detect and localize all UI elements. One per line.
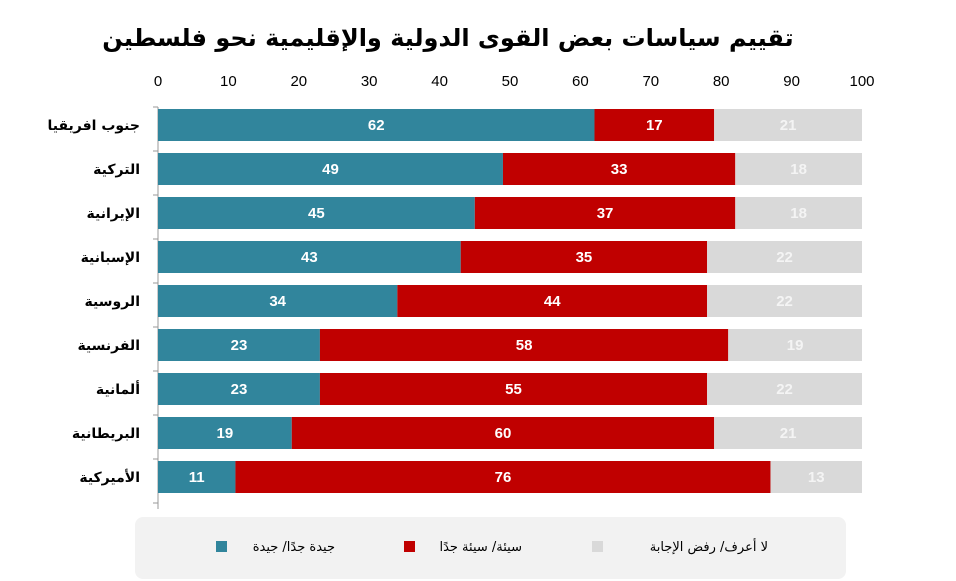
category-label: التركية <box>93 162 140 178</box>
bar-segment <box>158 329 320 361</box>
data-label: 76 <box>495 469 512 486</box>
data-label: 11 <box>189 469 205 486</box>
category-label: الأميركية <box>79 469 140 486</box>
data-label: 21 <box>780 425 797 442</box>
category-label: ألمانية <box>96 380 140 398</box>
data-label: 18 <box>790 205 807 222</box>
bar-segment <box>707 285 862 317</box>
bar-segment <box>158 461 236 493</box>
data-label: 55 <box>505 381 522 398</box>
data-label: 33 <box>611 161 628 178</box>
bar-segment <box>714 417 862 449</box>
legend-label: لا أعرف/ رفض الإجابة <box>650 538 768 555</box>
bar-segment <box>158 373 320 405</box>
data-label: 17 <box>646 117 663 134</box>
x-tick-label: 50 <box>502 73 519 90</box>
legend-label: سيئة/ سيئة جدًا <box>439 540 522 555</box>
bar-segment <box>735 153 862 185</box>
x-tick-label: 80 <box>713 73 730 90</box>
bar-segment <box>707 373 862 405</box>
legend-swatch <box>592 541 603 552</box>
x-axis: 0 10 20 30 40 50 60 70 80 90 100 <box>153 73 875 509</box>
category-label: الفرنسية <box>77 338 140 354</box>
x-tick-label: 40 <box>431 73 448 90</box>
category-label: جنوب افريقيا <box>47 118 140 134</box>
chart-title: تقييم سياسات بعض القوى الدولية والإقليمي… <box>102 24 793 52</box>
data-label: 49 <box>322 161 339 178</box>
legend: جيدة جدًا/ جيدة سيئة/ سيئة جدًا لا أعرف/ ر… <box>135 517 846 579</box>
bar-segment <box>728 329 862 361</box>
x-tick-label: 0 <box>154 73 162 90</box>
data-label: 22 <box>776 293 793 310</box>
bar-segment <box>158 153 503 185</box>
category-label: الإيرانية <box>87 206 140 222</box>
legend-swatch <box>404 541 415 552</box>
legend-swatch <box>216 541 227 552</box>
data-label: 18 <box>790 161 807 178</box>
x-tick-label: 10 <box>220 73 237 90</box>
x-tick-label: 30 <box>361 73 378 90</box>
bar-segment <box>594 109 715 141</box>
category-label: الروسية <box>85 294 140 310</box>
data-label: 60 <box>495 425 512 442</box>
data-label: 34 <box>269 293 286 310</box>
bar-segment <box>158 197 475 229</box>
bar-segment <box>319 329 729 361</box>
x-tick-label: 60 <box>572 73 589 90</box>
data-label: 62 <box>368 117 385 134</box>
bar-segment <box>158 109 595 141</box>
data-label: 23 <box>231 381 248 398</box>
x-tick-label: 90 <box>783 73 800 90</box>
data-label: 19 <box>787 337 804 354</box>
x-tick-label: 70 <box>642 73 659 90</box>
data-label: 21 <box>780 117 797 134</box>
data-label: 13 <box>808 469 825 486</box>
bar-segment <box>397 285 708 317</box>
bar-segment <box>158 417 292 449</box>
bar-segment <box>770 461 862 493</box>
category-label: البريطانية <box>72 426 140 442</box>
bar-segment <box>319 373 708 405</box>
x-tick-label: 20 <box>290 73 307 90</box>
bar-segment <box>235 461 771 493</box>
category-label: الإسبانية <box>81 250 140 266</box>
bar-segment <box>474 197 736 229</box>
data-label: 23 <box>231 337 248 354</box>
data-label: 37 <box>597 205 614 222</box>
bar-segment <box>707 241 862 273</box>
data-label: 58 <box>516 337 533 354</box>
legend-background <box>135 517 846 579</box>
bars: جنوب افريقيا 62 17 21 التركية 49 33 18 الإيرانية… <box>47 109 862 493</box>
bar-segment <box>291 417 715 449</box>
bar-segment <box>735 197 862 229</box>
bar-segment <box>158 285 398 317</box>
x-tick-label: 100 <box>849 73 874 90</box>
data-label: 35 <box>576 249 593 266</box>
data-label: 19 <box>217 425 234 442</box>
bar-segment <box>502 153 736 185</box>
legend-label: جيدة جدًا/ جيدة <box>253 540 335 555</box>
data-label: 44 <box>544 293 561 310</box>
data-label: 22 <box>776 381 793 398</box>
bar-segment <box>460 241 708 273</box>
bar-segment <box>158 241 461 273</box>
bar-segment <box>714 109 862 141</box>
data-label: 43 <box>301 249 318 266</box>
data-label: 22 <box>776 249 793 266</box>
data-label: 45 <box>308 205 325 222</box>
